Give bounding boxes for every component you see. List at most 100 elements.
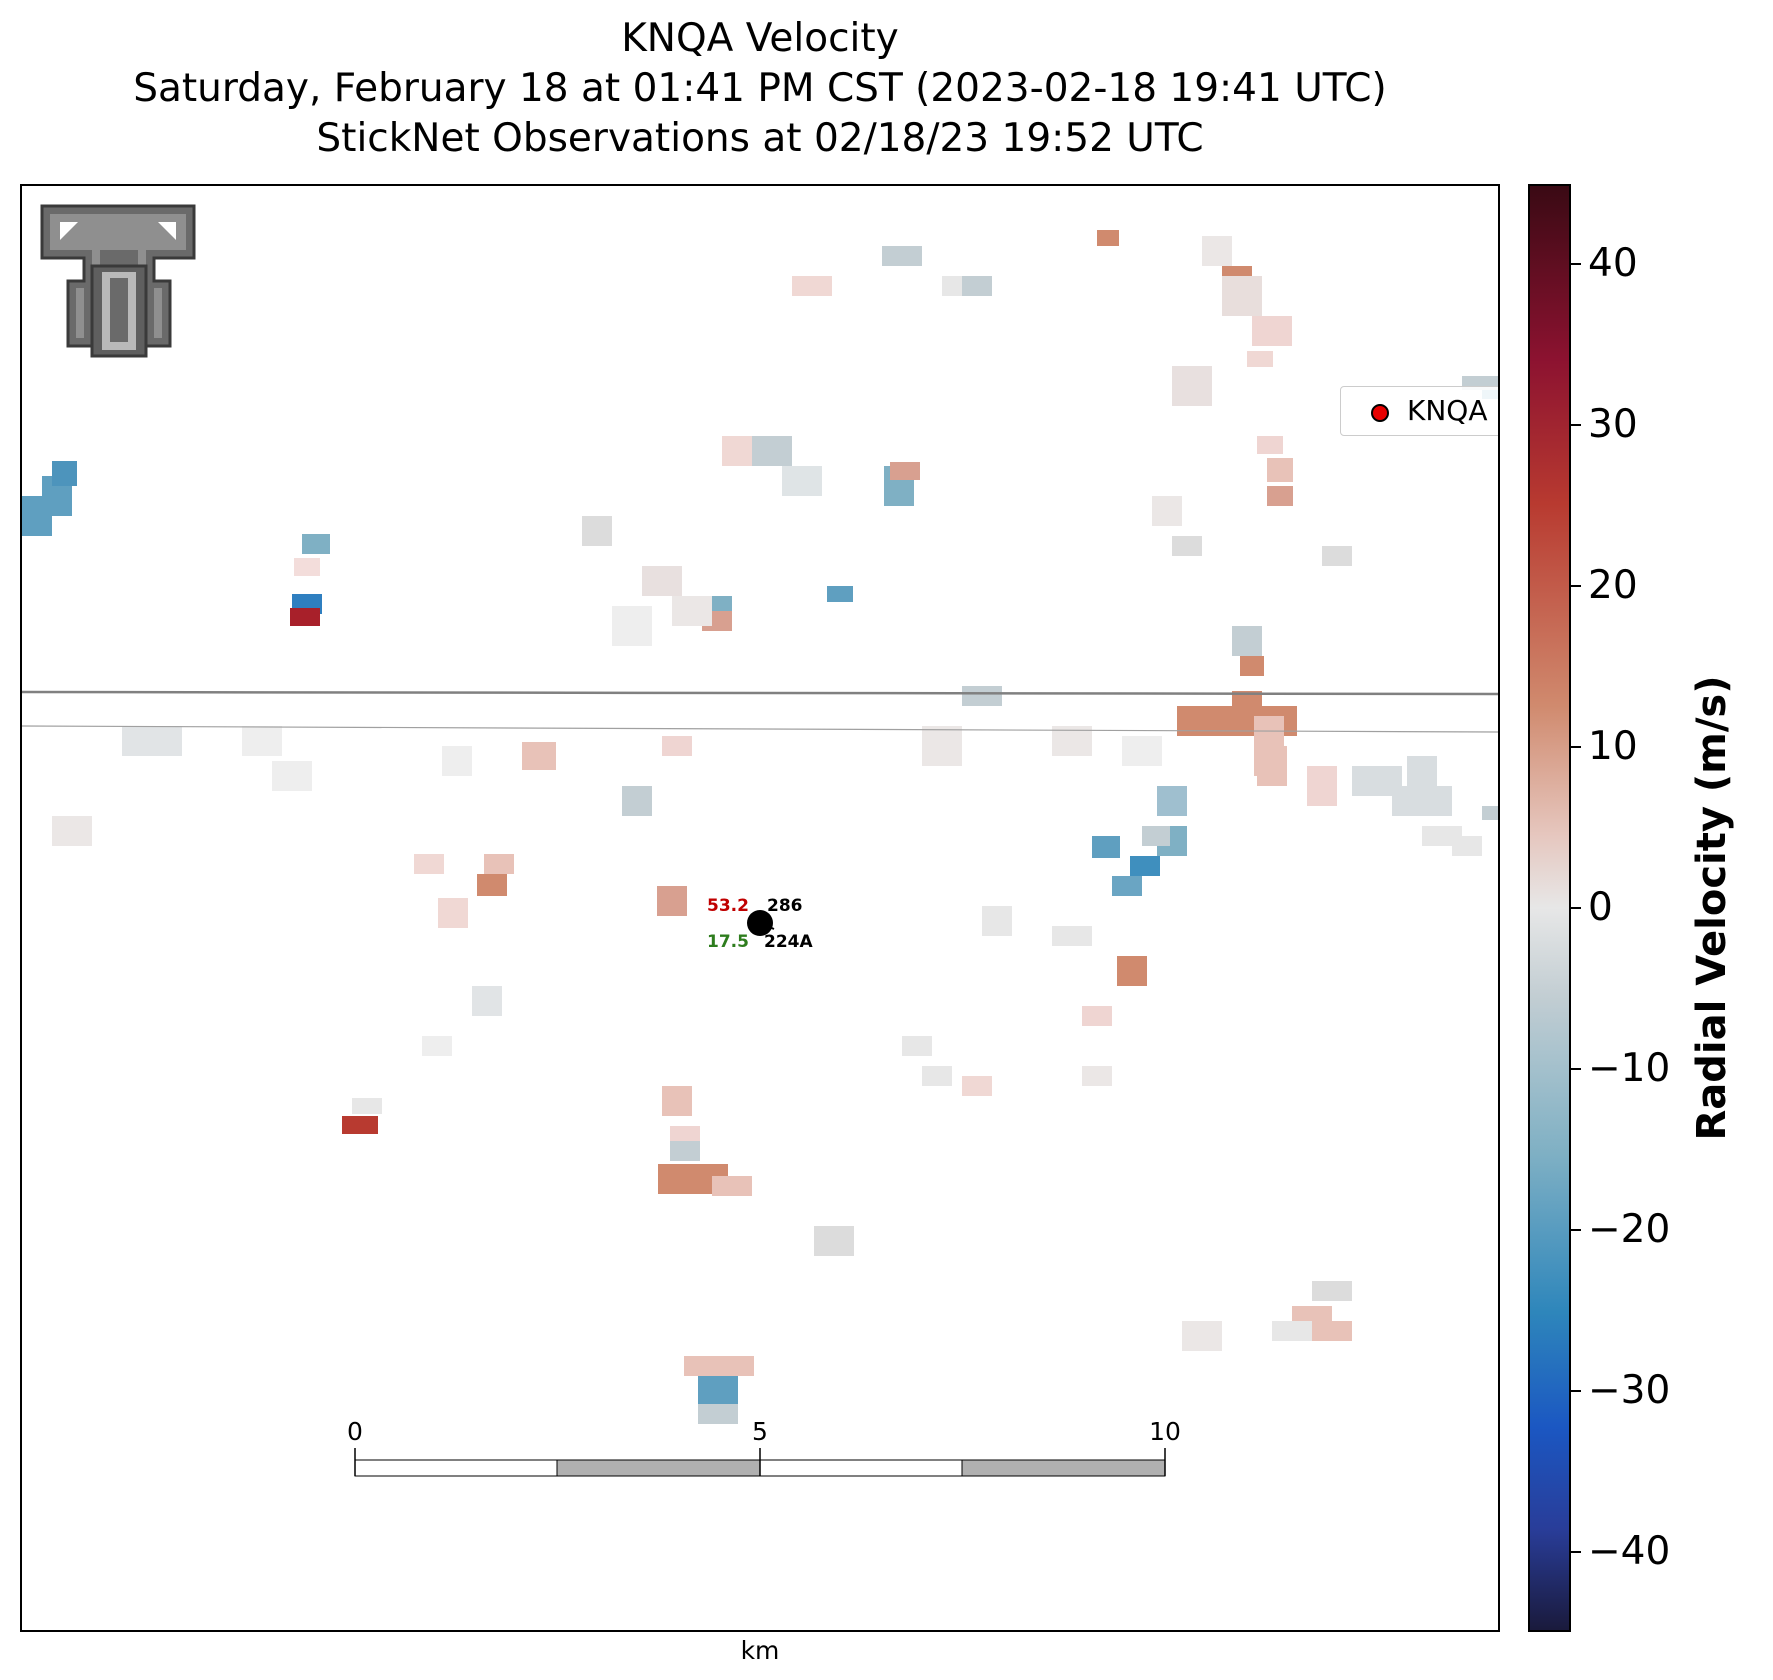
colorbar-tick [1571,746,1581,749]
station-dewpoint: 17.5 [707,932,749,952]
radar-gate [722,436,752,466]
radar-gate [302,534,330,554]
scale-label-0: 0 [347,1417,363,1446]
colorbar-tick-label: −10 [1588,1045,1671,1091]
colorbar-tick [1571,263,1581,266]
radar-gate [670,1126,700,1141]
radar-gate [882,246,922,266]
radar-gate [1252,316,1292,346]
double-t-logo-icon [40,204,196,358]
colorbar-tick-label: 30 [1588,402,1638,448]
scale-label-10: 10 [1149,1417,1181,1446]
colorbar-tick-label: −30 [1588,1367,1671,1413]
radar-gate [522,742,556,770]
radar-gate [290,608,320,626]
radar-gate [662,736,692,756]
colorbar-tick-label: 20 [1588,563,1638,609]
radar-gate [642,566,682,596]
radar-gate [1172,536,1202,556]
radar-gate [922,1066,952,1086]
radar-gate [422,1036,452,1056]
radar-gate [1482,806,1498,820]
radar-gate [1312,1321,1352,1341]
radar-gate [52,816,92,846]
radar-gate [1122,736,1162,766]
radar-gate [1182,1321,1222,1351]
radar-gate [1097,230,1119,246]
radar-gate [342,1116,378,1134]
radar-gate [582,516,612,546]
radar-gate [890,462,920,480]
legend-label: KNQA [1407,394,1488,427]
colorbar-tick [1571,1389,1581,1392]
radar-gate [1257,436,1283,454]
radar-gate [1422,826,1462,846]
radar-gate [414,854,444,874]
radar-gate [902,1036,932,1056]
radar-gate [1052,926,1092,946]
radar-gate [922,726,962,766]
radar-gate [1117,956,1147,986]
colorbar-tick [1571,1067,1581,1070]
scale-bar [354,1448,1166,1477]
reference-line-lower [22,725,1498,733]
reference-line-upper [22,690,1498,696]
radar-gate [1172,366,1212,406]
station-temperature: 53.2 [707,896,749,916]
radar-gate [1307,766,1337,806]
radar-gate [1152,496,1182,526]
radar-gate [477,874,507,896]
colorbar-tick [1571,1228,1581,1231]
radar-gate [1052,726,1092,756]
colorbar-title: Radial Velocity (m/s) [1689,675,1735,1141]
radar-gate [622,786,652,816]
radar-site-marker-icon [1371,404,1389,422]
legend: KNQA [1340,386,1498,436]
radar-gate [684,1356,754,1376]
radar-gate [814,1226,854,1256]
chart-subtitle-time: Saturday, February 18 at 01:41 PM CST (2… [133,66,1387,111]
radar-gate [1257,746,1287,786]
radar-gate [712,1176,752,1196]
radar-gate [782,466,822,496]
radar-gate [982,906,1012,936]
radar-gate [484,854,514,874]
radar-gate [1142,826,1170,846]
radar-gate [698,1376,738,1406]
radar-gate [352,1098,382,1114]
scale-unit: km [740,1636,780,1665]
radar-gate [1232,626,1262,656]
velocity-field [22,204,1498,1477]
radar-gate [1267,486,1293,506]
radar-gate [657,886,687,916]
colorbar-tick-label: 10 [1588,724,1638,770]
radar-gate [1240,656,1264,676]
radar-gate [827,586,853,602]
colorbar-tick-label: −40 [1588,1528,1671,1574]
scale-label-5: 5 [752,1417,768,1446]
radar-gate [1092,836,1120,858]
radar-map[interactable]: KNQA 53.2 286 17.5 224A 0 5 10 [20,184,1500,1632]
radar-gate [1130,856,1160,876]
colorbar-tick [1571,585,1581,588]
colorbar-tick [1571,1550,1581,1553]
radar-gate [442,746,472,776]
radar-gate [1267,458,1293,482]
radar-gate [1272,1321,1312,1341]
radar-gate [294,558,320,576]
radar-gate [1112,876,1142,896]
colorbar-tick [1571,907,1581,909]
radar-gate [962,686,1002,706]
radar-gate [670,1141,700,1161]
radar-gate [1392,786,1452,816]
radar-gate [1222,276,1262,316]
radar-gate [1082,1006,1112,1026]
colorbar-tick-label: −20 [1588,1206,1671,1252]
radar-gate [438,898,468,928]
colorbar-tick-label: 40 [1588,241,1638,287]
radar-gate [1202,236,1232,266]
wind-barb-icon [759,922,775,930]
colorbar-tick-label: 0 [1588,885,1613,930]
radar-gates [22,230,1498,1424]
radar-gate [1312,1281,1352,1301]
